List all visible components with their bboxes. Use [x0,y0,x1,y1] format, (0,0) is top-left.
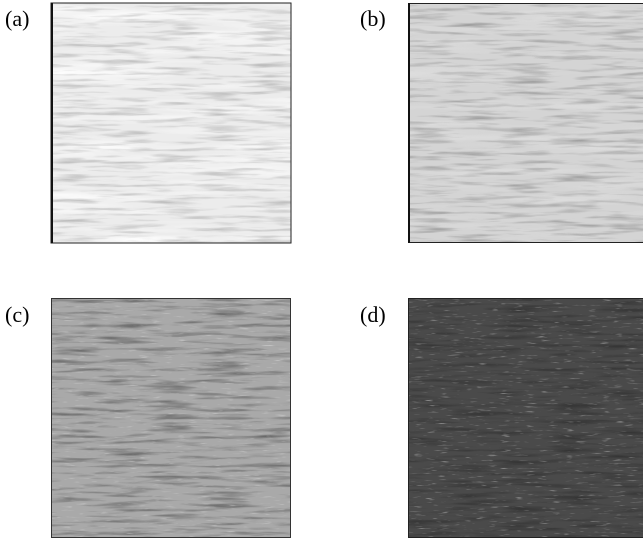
edge [51,3,53,243]
frame [408,298,643,538]
texture-dark [51,3,291,243]
texture-light [51,298,291,538]
panel-a: (a) [5,2,292,244]
panel-label: (b) [360,6,386,31]
panel-d: (d) [360,298,643,538]
texture-speck [408,298,643,538]
edge [408,3,410,243]
panel-label: (c) [5,302,29,327]
frame [51,298,291,538]
panel-label: (d) [360,302,386,327]
texture-light [408,3,643,243]
panel-b: (b) [360,3,643,243]
panel-label: (a) [5,6,29,31]
panel-c: (c) [5,298,291,538]
